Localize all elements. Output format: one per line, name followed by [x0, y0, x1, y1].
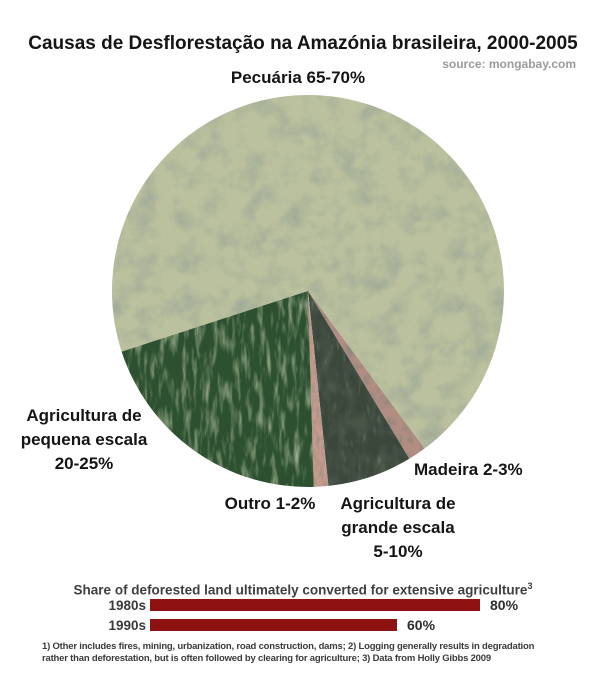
pie-label-line: Agricultura de	[26, 406, 142, 425]
pie-slice-outro	[308, 291, 329, 487]
source-credit: source: mongabay.com	[442, 57, 576, 71]
bar-value-label: 60%	[407, 617, 436, 633]
bar-category-label: 1980s	[108, 597, 146, 613]
pie-label-madeira: Madeira 2-3%	[414, 458, 574, 482]
pie-label-line: grande escala	[341, 518, 455, 537]
page-title: Causas de Desflorestação na Amazónia bra…	[28, 33, 578, 54]
pie-label-agricultura-pequena-escala: Agricultura de pequena escala 20-25%	[4, 404, 164, 476]
pie-slice-madeira	[308, 291, 425, 459]
bar-row-1980s: 1980s 80%	[60, 596, 518, 614]
bar-value-label: 80%	[490, 597, 519, 613]
footnote-marker: 3	[527, 581, 533, 591]
pie-label-outro: Outro 1-2%	[211, 492, 329, 516]
pie-slices	[111, 94, 504, 487]
footnote-line: 1) Other includes fires, mining, urbaniz…	[42, 641, 535, 652]
pie-slice-pecuaria	[111, 94, 504, 449]
bar-category-label: 1990s	[108, 617, 146, 633]
pie-label-line: Madeira 2-3%	[414, 460, 523, 479]
bar-1980s	[150, 599, 480, 611]
bar-row-1990s: 1990s 60%	[60, 616, 435, 634]
footnotes: 1) Other includes fires, mining, urbaniz…	[42, 641, 602, 664]
pie-label-line: 20-25%	[54, 454, 114, 473]
pie-label-line: Pecuária 65-70%	[230, 68, 366, 87]
pie-slice-agricultura-grande-escala	[308, 291, 410, 486]
bar-1990s	[150, 619, 397, 631]
bar-chart-title-text: Share of deforested land ultimately conv…	[73, 582, 528, 598]
bar-chart-title: Share of deforested land ultimately conv…	[0, 581, 606, 598]
pie-slice-agricultura-pequena-escala	[121, 291, 314, 487]
pie-label-line: Outro 1-2%	[224, 494, 316, 513]
pie-label-line: Agricultura de	[340, 494, 456, 513]
pie-label-agricultura-grande-escala: Agricultura de grande escala 5-10%	[328, 492, 468, 564]
pie-label-pecuaria: Pecuária 65-70%	[148, 66, 448, 90]
pie-label-line: 5-10%	[373, 542, 423, 561]
footnote-line: rather than deforestation, but is often …	[42, 652, 491, 664]
pie-label-line: pequena escala	[20, 430, 148, 449]
